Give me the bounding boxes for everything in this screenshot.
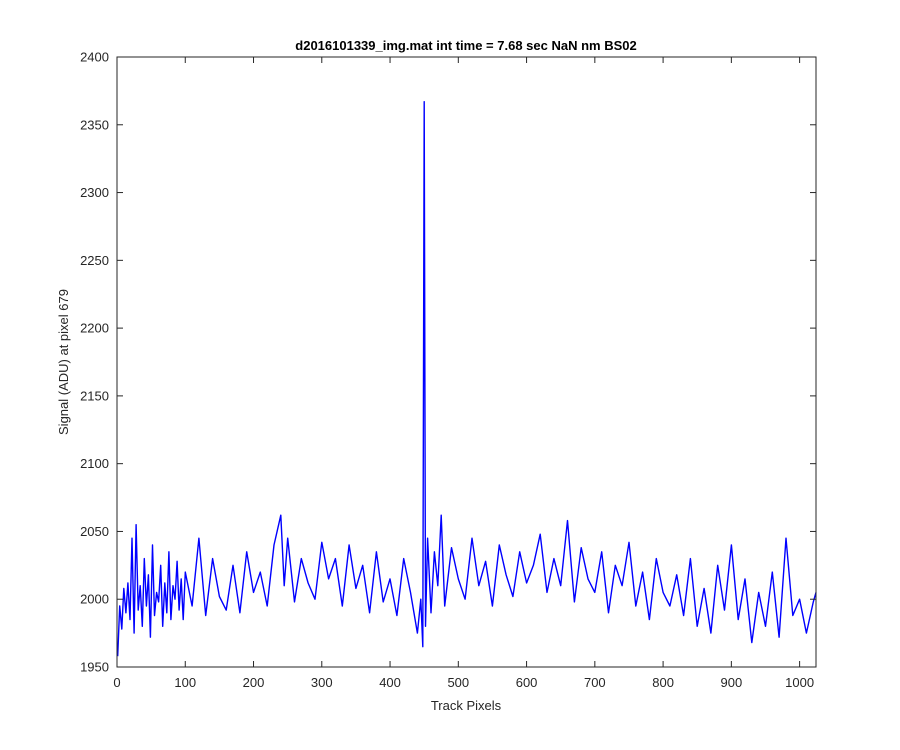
x-tick-label: 0: [113, 675, 120, 690]
y-tick-label: 2000: [80, 592, 109, 607]
x-tick-label: 900: [721, 675, 743, 690]
axes-box: [116, 56, 817, 668]
x-tick-label: 600: [516, 675, 538, 690]
x-tick-label: 800: [652, 675, 674, 690]
x-axis-label: Track Pixels: [431, 698, 502, 713]
y-tick-label: 2200: [80, 321, 109, 336]
y-tick-label: 2050: [80, 524, 109, 539]
x-tick-label: 400: [379, 675, 401, 690]
y-axis-label: Signal (ADU) at pixel 679: [56, 289, 71, 435]
chart-title: d2016101339_img.mat int time = 7.68 sec …: [295, 38, 636, 53]
data-layer: [117, 100, 817, 657]
x-tick-label: 1000: [785, 675, 814, 690]
x-axis-ticks: 0 100 200 300 400 500 600 700 800 900 1000: [113, 57, 814, 690]
x-tick-label: 300: [311, 675, 333, 690]
y-tick-label: 2150: [80, 388, 109, 403]
y-tick-label: 2250: [80, 253, 109, 268]
x-tick-label: 500: [447, 675, 469, 690]
y-tick-label: 2400: [80, 50, 109, 65]
plot-area: [117, 57, 816, 667]
x-tick-label: 200: [243, 675, 265, 690]
x-tick-label: 100: [174, 675, 196, 690]
y-tick-label: 2350: [80, 117, 109, 132]
y-axis-ticks: 1950 2000 2050 2100 2150 2200 2250 2300 2350 2400: [80, 50, 816, 675]
y-tick-label: 2300: [80, 185, 109, 200]
x-tick-label: 700: [584, 675, 606, 690]
y-tick-label: 2100: [80, 456, 109, 471]
y-tick-label: 1950: [80, 660, 109, 675]
signal-series-line: [117, 100, 817, 657]
